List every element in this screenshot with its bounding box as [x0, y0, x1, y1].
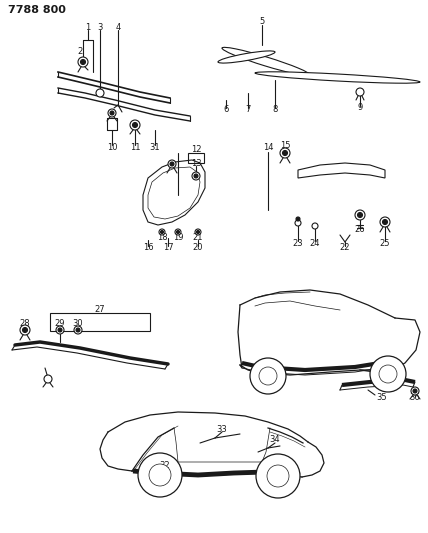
- Text: 15: 15: [280, 141, 290, 149]
- Text: 10: 10: [107, 143, 117, 152]
- Circle shape: [149, 464, 171, 486]
- Circle shape: [159, 229, 165, 235]
- Ellipse shape: [255, 72, 420, 83]
- Text: 2: 2: [77, 47, 83, 56]
- Circle shape: [138, 453, 182, 497]
- Circle shape: [80, 60, 86, 64]
- Circle shape: [295, 220, 301, 226]
- Text: 25: 25: [380, 238, 390, 247]
- Circle shape: [110, 111, 114, 115]
- Circle shape: [133, 123, 137, 127]
- Circle shape: [280, 148, 290, 158]
- Text: 17: 17: [163, 244, 173, 253]
- Text: 4: 4: [116, 22, 121, 31]
- Circle shape: [312, 223, 318, 229]
- Ellipse shape: [222, 47, 310, 76]
- Circle shape: [357, 213, 363, 217]
- Circle shape: [256, 454, 300, 498]
- Text: 36: 36: [410, 392, 420, 401]
- Text: 27: 27: [95, 305, 105, 314]
- Circle shape: [194, 174, 198, 178]
- Circle shape: [267, 465, 289, 487]
- Text: 21: 21: [193, 233, 203, 243]
- Circle shape: [192, 172, 200, 180]
- Bar: [188, 153, 204, 163]
- Text: 14: 14: [263, 143, 273, 152]
- Circle shape: [195, 229, 201, 235]
- Circle shape: [56, 326, 64, 334]
- Circle shape: [175, 229, 181, 235]
- Circle shape: [176, 230, 179, 233]
- Text: 32: 32: [160, 461, 170, 470]
- Circle shape: [44, 375, 52, 383]
- Text: 8: 8: [272, 106, 278, 115]
- Circle shape: [170, 162, 174, 166]
- Text: 33: 33: [217, 425, 227, 434]
- Text: 12: 12: [191, 146, 201, 155]
- Text: 1: 1: [85, 22, 91, 31]
- Circle shape: [383, 220, 387, 224]
- Text: 34: 34: [270, 435, 280, 445]
- Text: 19: 19: [173, 233, 183, 243]
- Circle shape: [23, 327, 27, 333]
- Text: 24: 24: [310, 238, 320, 247]
- Circle shape: [380, 217, 390, 227]
- Circle shape: [411, 387, 419, 395]
- Text: 16: 16: [143, 244, 153, 253]
- Text: 30: 30: [73, 319, 83, 327]
- Circle shape: [74, 326, 82, 334]
- Text: 7788 800: 7788 800: [8, 5, 66, 15]
- Circle shape: [413, 389, 417, 393]
- Text: 20: 20: [193, 244, 203, 253]
- Text: 6: 6: [223, 106, 229, 115]
- Text: 29: 29: [55, 319, 65, 327]
- Circle shape: [108, 109, 116, 117]
- Circle shape: [76, 328, 80, 332]
- Text: 5: 5: [259, 18, 265, 27]
- Text: 18: 18: [157, 233, 167, 243]
- Ellipse shape: [218, 51, 275, 63]
- Text: 3: 3: [97, 22, 103, 31]
- Circle shape: [96, 89, 104, 97]
- Circle shape: [20, 325, 30, 335]
- Text: 13: 13: [191, 158, 201, 167]
- Text: 35: 35: [377, 392, 387, 401]
- Text: 26: 26: [355, 225, 366, 235]
- Text: 23: 23: [293, 238, 303, 247]
- Text: 9: 9: [357, 103, 363, 112]
- Text: 28: 28: [20, 319, 30, 327]
- Text: 11: 11: [130, 143, 140, 152]
- Circle shape: [130, 120, 140, 130]
- Circle shape: [370, 356, 406, 392]
- Circle shape: [259, 367, 277, 385]
- Circle shape: [296, 217, 300, 221]
- Circle shape: [250, 358, 286, 394]
- Text: 7: 7: [245, 106, 251, 115]
- Circle shape: [356, 88, 364, 96]
- Text: 31: 31: [150, 143, 160, 152]
- Circle shape: [78, 57, 88, 67]
- Circle shape: [160, 230, 163, 233]
- Circle shape: [168, 160, 176, 168]
- Circle shape: [196, 230, 199, 233]
- Circle shape: [355, 210, 365, 220]
- Circle shape: [379, 365, 397, 383]
- Text: 22: 22: [340, 244, 350, 253]
- Circle shape: [282, 150, 288, 156]
- Bar: [50, 313, 150, 331]
- Circle shape: [58, 328, 62, 332]
